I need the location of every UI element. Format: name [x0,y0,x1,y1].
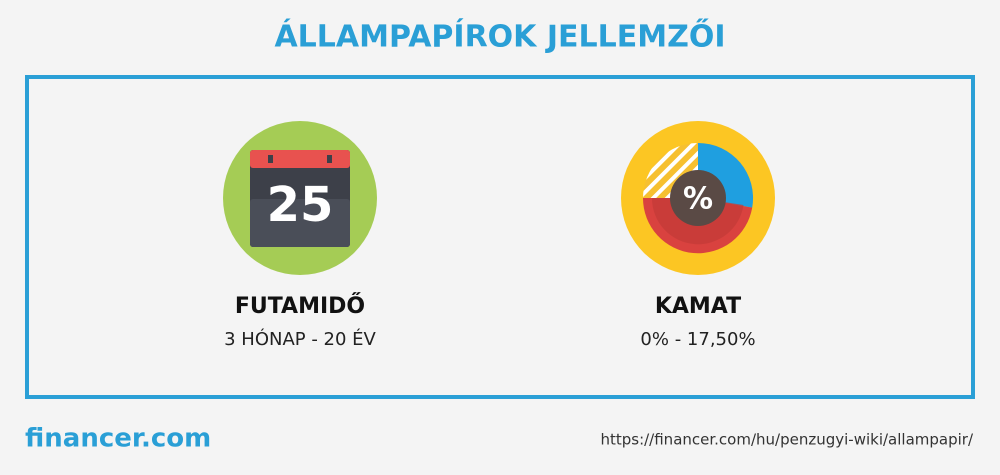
icon-text: % [683,182,713,217]
logo[interactable]: financer.com [25,424,211,454]
item-label: FUTAMIDŐ [235,293,365,319]
source-url[interactable]: https://financer.com/hu/penzugyi-wiki/al… [600,431,973,449]
calendar-icon: 25 [223,121,377,275]
interest-icon: % [621,121,775,275]
frame [25,75,975,399]
title: ÁLLAMPAPÍROK JELLEMZŐI [274,18,725,55]
item-value: 0% - 17,50% [640,329,755,350]
item-value: 3 HÓNAP - 20 ÉV [224,328,376,350]
item-label: KAMAT [655,294,741,319]
icon-text: 25 [267,177,334,233]
